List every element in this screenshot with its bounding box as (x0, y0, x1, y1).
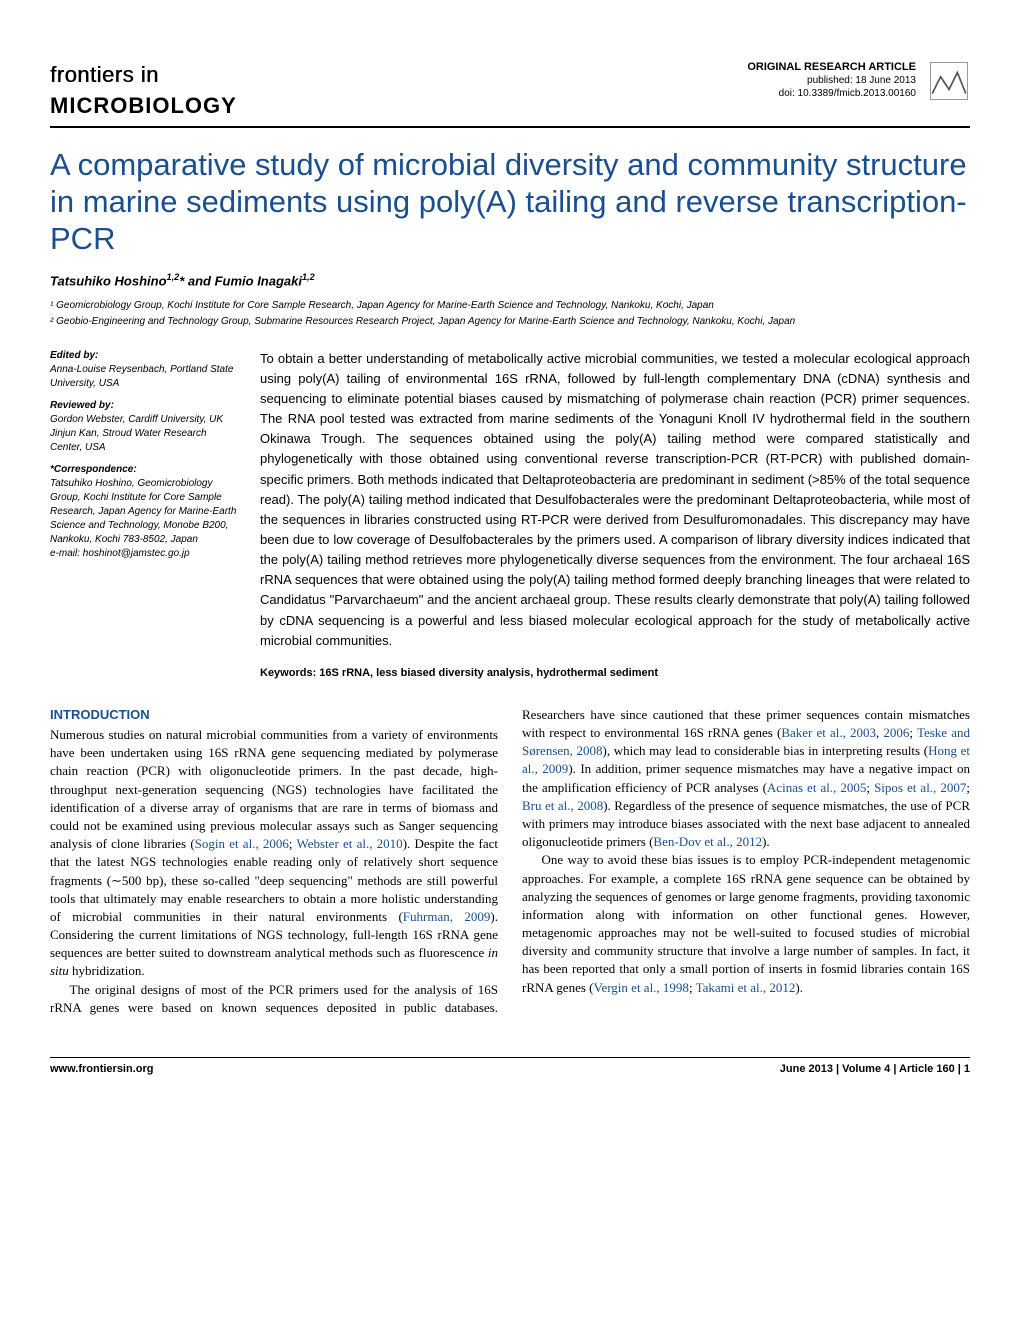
author-1: Tatsuhiko Hoshino (50, 273, 167, 288)
paragraph-3: One way to avoid these bias issues is to… (522, 851, 970, 997)
citation[interactable]: Acinas et al., 2005 (767, 780, 866, 795)
doi: doi: 10.3389/fmicb.2013.00160 (747, 87, 916, 100)
footer-url[interactable]: www.frontiersin.org (50, 1062, 154, 1077)
correspondence-head: *Correspondence: (50, 463, 240, 477)
paragraph-1: Numerous studies on natural microbial co… (50, 726, 498, 981)
abstract-text: To obtain a better understanding of meta… (260, 351, 970, 648)
correspondence: Tatsuhiko Hoshino, Geomicrobiology Group… (50, 477, 240, 547)
article-type: ORIGINAL RESEARCH ARTICLE (747, 60, 916, 74)
citation[interactable]: Sipos et al., 2007 (874, 780, 966, 795)
citation[interactable]: Webster et al., 2010 (297, 836, 403, 851)
page-footer: www.frontiersin.org June 2013 | Volume 4… (50, 1057, 970, 1077)
journal-name-top: frontiers in (50, 60, 237, 91)
affiliations: ¹ Geomicrobiology Group, Kochi Institute… (50, 299, 970, 329)
citation[interactable]: Baker et al., 2003 (781, 725, 876, 740)
authors-line: Tatsuhiko Hoshino1,2* and Fumio Inagaki1… (50, 271, 970, 291)
reviewed-by-head: Reviewed by: (50, 399, 240, 413)
citation[interactable]: Bru et al., 2008 (522, 798, 603, 813)
journal-name-bottom: MICROBIOLOGY (50, 91, 237, 122)
edited-by: Anna-Louise Reysenbach, Portland State U… (50, 363, 240, 391)
reviewer-1: Gordon Webster, Cardiff University, UK (50, 413, 240, 427)
affiliation-1: ¹ Geomicrobiology Group, Kochi Institute… (50, 299, 970, 313)
citation[interactable]: Ben-Dov et al., 2012 (653, 834, 762, 849)
reviewer-2: Jinjun Kan, Stroud Water Research Center… (50, 427, 240, 455)
citation[interactable]: 2006 (883, 725, 909, 740)
article-meta: ORIGINAL RESEARCH ARTICLE published: 18 … (747, 60, 916, 100)
header-right: ORIGINAL RESEARCH ARTICLE published: 18 … (747, 60, 970, 102)
citation[interactable]: Fuhrman, 2009 (403, 909, 491, 924)
introduction-heading: INTRODUCTION (50, 706, 498, 724)
footer-pagination: June 2013 | Volume 4 | Article 160 | 1 (780, 1062, 970, 1077)
abstract: To obtain a better understanding of meta… (260, 349, 970, 682)
affiliation-2: ² Geobio-Engineering and Technology Grou… (50, 315, 970, 329)
keywords: Keywords: 16S rRNA, less biased diversit… (260, 665, 970, 682)
body-columns: INTRODUCTION Numerous studies on natural… (50, 706, 970, 1017)
edited-by-head: Edited by: (50, 349, 240, 363)
published-date: published: 18 June 2013 (747, 74, 916, 87)
correspondence-email: e-mail: hoshinot@jamstec.go.jp (50, 547, 240, 561)
abstract-section: Edited by: Anna-Louise Reysenbach, Portl… (50, 349, 970, 682)
article-title: A comparative study of microbial diversi… (50, 146, 970, 258)
editorial-sidebar: Edited by: Anna-Louise Reysenbach, Portl… (50, 349, 240, 682)
citation[interactable]: Sogin et al., 2006 (195, 836, 289, 851)
citation[interactable]: Takami et al., 2012 (696, 980, 796, 995)
citation[interactable]: Vergin et al., 1998 (594, 980, 689, 995)
frontiers-logo-icon (928, 60, 970, 102)
page-header: frontiers in MICROBIOLOGY ORIGINAL RESEA… (50, 60, 970, 128)
journal-logo: frontiers in MICROBIOLOGY (50, 60, 237, 122)
